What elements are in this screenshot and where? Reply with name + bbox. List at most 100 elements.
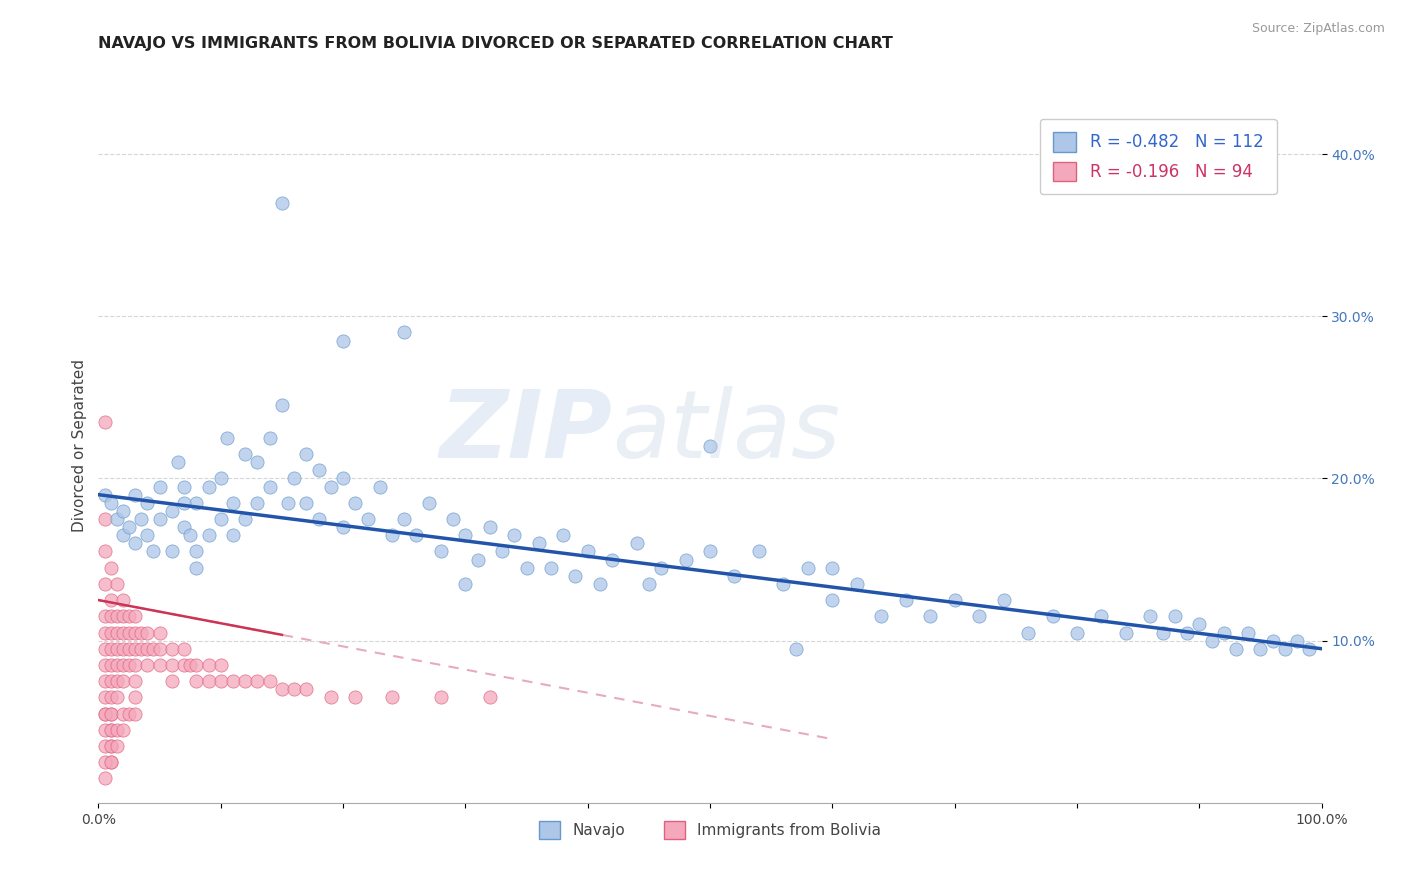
Point: [149, 625, 172, 640]
Point: [1212, 625, 1234, 640]
Point: [797, 560, 820, 574]
Point: [259, 431, 281, 445]
Point: [870, 609, 893, 624]
Point: [93, 756, 115, 770]
Point: [270, 399, 294, 413]
Text: NAVAJO VS IMMIGRANTS FROM BOLIVIA DIVORCED OR SEPARATED CORRELATION CHART: NAVAJO VS IMMIGRANTS FROM BOLIVIA DIVORC…: [98, 36, 893, 51]
Point: [173, 657, 195, 672]
Point: [186, 544, 208, 558]
Point: [100, 723, 122, 737]
Point: [118, 657, 141, 672]
Point: [173, 641, 195, 656]
Point: [1237, 625, 1260, 640]
Point: [553, 528, 575, 542]
Point: [100, 641, 122, 656]
Point: [100, 674, 122, 689]
Point: [283, 682, 305, 697]
Point: [1139, 609, 1161, 624]
Point: [478, 520, 501, 534]
Point: [785, 641, 807, 656]
Point: [111, 504, 134, 518]
Point: [246, 455, 269, 469]
Point: [93, 772, 115, 786]
Point: [1201, 633, 1223, 648]
Point: [993, 593, 1015, 607]
Point: [100, 739, 122, 753]
Point: [111, 706, 134, 721]
Point: [270, 682, 294, 697]
Point: [209, 674, 232, 689]
Point: [93, 577, 115, 591]
Point: [129, 512, 152, 526]
Point: [277, 496, 299, 510]
Point: [344, 690, 367, 705]
Legend: Navajo, Immigrants from Bolivia: Navajo, Immigrants from Bolivia: [533, 815, 887, 845]
Point: [93, 625, 115, 640]
Point: [368, 479, 391, 493]
Point: [186, 657, 208, 672]
Point: [430, 544, 453, 558]
Point: [105, 512, 128, 526]
Point: [748, 544, 770, 558]
Point: [308, 463, 330, 477]
Point: [124, 536, 146, 550]
Point: [259, 479, 281, 493]
Point: [1066, 625, 1088, 640]
Point: [1164, 609, 1187, 624]
Point: [233, 674, 256, 689]
Point: [246, 674, 269, 689]
Point: [478, 690, 501, 705]
Point: [454, 577, 477, 591]
Point: [142, 544, 165, 558]
Point: [1115, 625, 1137, 640]
Point: [111, 674, 134, 689]
Point: [222, 528, 245, 542]
Point: [149, 641, 172, 656]
Point: [149, 512, 172, 526]
Point: [105, 625, 128, 640]
Point: [308, 512, 330, 526]
Point: [105, 641, 128, 656]
Point: [105, 723, 128, 737]
Point: [699, 544, 721, 558]
Point: [381, 528, 404, 542]
Point: [295, 682, 318, 697]
Point: [93, 609, 115, 624]
Text: atlas: atlas: [612, 386, 841, 477]
Point: [93, 488, 115, 502]
Point: [173, 520, 195, 534]
Point: [1225, 641, 1247, 656]
Point: [100, 723, 122, 737]
Point: [167, 455, 190, 469]
Point: [222, 674, 245, 689]
Point: [118, 706, 141, 721]
Point: [111, 528, 134, 542]
Point: [118, 625, 141, 640]
Point: [626, 536, 648, 550]
Point: [540, 560, 562, 574]
Point: [332, 471, 354, 485]
Point: [233, 512, 256, 526]
Point: [124, 488, 146, 502]
Point: [93, 723, 115, 737]
Point: [142, 641, 165, 656]
Point: [105, 690, 128, 705]
Point: [1274, 641, 1296, 656]
Y-axis label: Divorced or Separated: Divorced or Separated: [72, 359, 87, 533]
Point: [418, 496, 440, 510]
Point: [821, 593, 844, 607]
Point: [105, 577, 128, 591]
Point: [1090, 609, 1112, 624]
Point: [392, 326, 416, 340]
Point: [179, 657, 201, 672]
Point: [283, 471, 305, 485]
Point: [118, 641, 141, 656]
Point: [270, 195, 294, 210]
Point: [173, 479, 195, 493]
Point: [1286, 633, 1309, 648]
Point: [1175, 625, 1198, 640]
Point: [209, 512, 232, 526]
Point: [105, 657, 128, 672]
Point: [967, 609, 990, 624]
Point: [136, 496, 159, 510]
